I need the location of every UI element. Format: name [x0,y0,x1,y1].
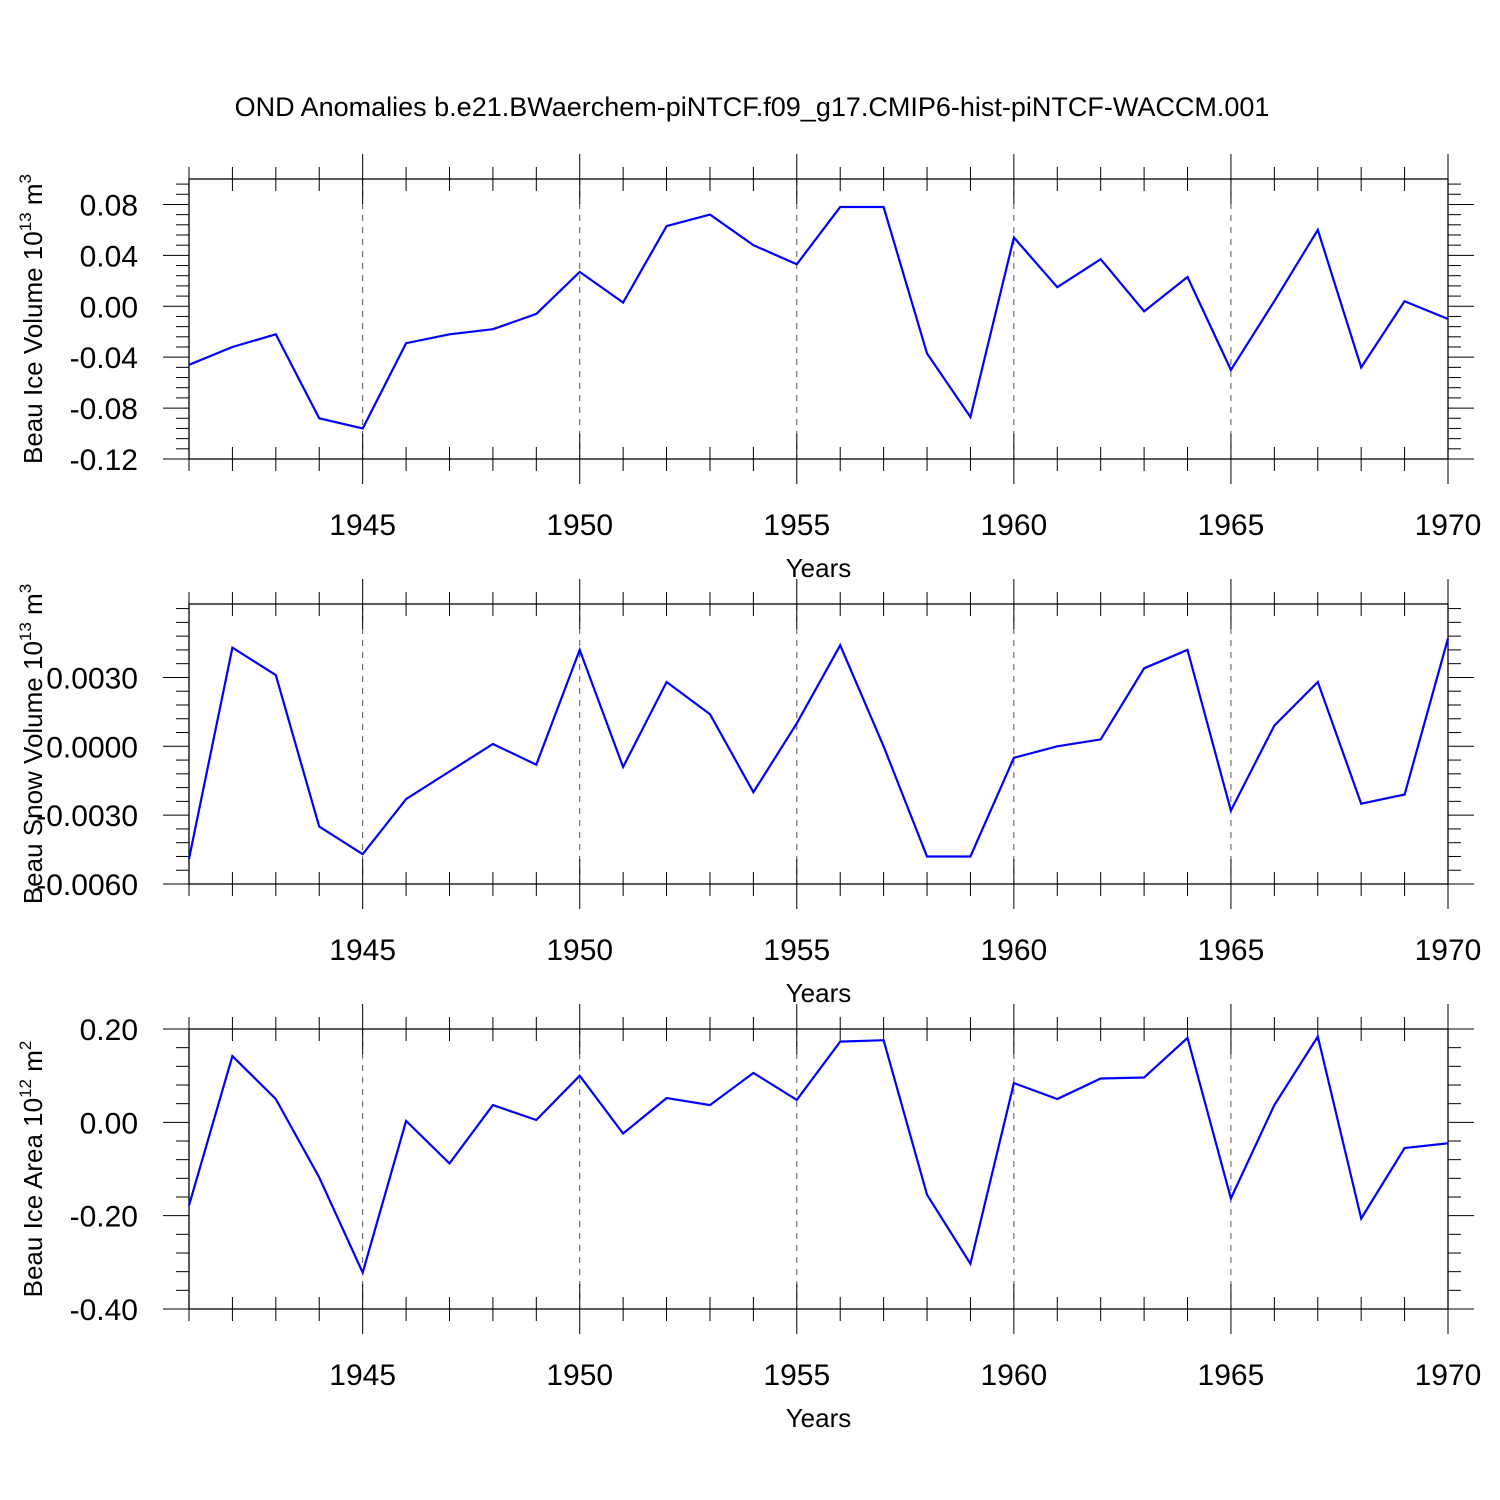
y-axis-title: Beau Snow Volume 1013 m3 [16,584,48,904]
y-axis-title: Beau Ice Area 1012 m2 [16,1041,48,1298]
y-axis-title: Beau Ice Volume 1013 m3 [16,174,48,464]
y-tick-label: -0.20 [70,1201,138,1234]
x-tick-label: 1960 [980,1359,1047,1392]
y-tick-label: 0.04 [80,240,138,273]
x-tick-label: 1960 [980,934,1047,967]
x-tick-label: 1965 [1198,934,1265,967]
y-tick-label: -0.12 [70,444,138,477]
y-axis-title-main: Beau Ice Area 10 [18,1098,48,1297]
figure-title: OND Anomalies b.e21.BWaerchem-piNTCF.f09… [235,92,1270,122]
y-tick-label: -0.0030 [36,800,138,833]
x-tick-label: 1945 [329,1359,396,1392]
x-tick-label: 1970 [1415,1359,1482,1392]
y-tick-label: -0.08 [70,393,138,426]
y-axis-title-unit-exp: 3 [16,584,35,593]
x-tick-label: 1960 [980,509,1047,542]
chart-panel-3: -0.40 -0.20 0.00 0.20 1945 1950 1955 1960 1965 19… [16,1004,1481,1433]
x-tick-label: 1955 [763,509,830,542]
y-axis-title-unit: m [18,183,48,212]
y-axis-title-exp: 12 [16,1079,35,1098]
plot-frame [188,603,1449,885]
plot-frame [188,178,1449,460]
x-axis-title: Years [786,553,852,583]
chart-panel-1: -0.12 -0.08 -0.04 0.00 0.04 0.08 1945 1950 1955 1… [16,154,1481,583]
series-line [187,638,1450,860]
y-tick-label: -0.04 [70,342,138,375]
x-tick-label: 1950 [546,934,613,967]
y-axis-title-unit-exp: 2 [16,1041,35,1050]
y-axis-title-exp: 13 [16,212,35,231]
x-axis-title: Years [786,1403,852,1433]
y-tick-label: -0.0060 [36,869,138,902]
x-tick-label: 1945 [329,934,396,967]
y-tick-label: 0.00 [80,291,138,324]
series-line [187,1033,1449,1276]
y-tick-label: 0.00 [80,1107,138,1140]
x-tick-label: 1945 [329,509,396,542]
plot-frame [188,1028,1449,1310]
y-tick-label: 0.0000 [46,731,138,764]
y-tick-label: 0.08 [80,189,138,222]
x-tick-label: 1970 [1415,509,1482,542]
y-axis-title-unit: m [18,593,48,622]
x-axis-title: Years [786,978,852,1008]
x-tick-label: 1965 [1198,1359,1265,1392]
x-tick-label: 1965 [1198,509,1265,542]
y-tick-label: 0.0030 [46,662,138,695]
x-tick-label: 1950 [546,509,613,542]
y-axis-title-main: Beau Ice Volume 10 [18,231,48,464]
y-tick-label: 0.20 [80,1014,138,1047]
y-axis-title-unit: m [18,1050,48,1079]
x-tick-label: 1955 [763,1359,830,1392]
x-tick-label: 1970 [1415,934,1482,967]
y-axis-title-main: Beau Snow Volume 10 [18,641,48,904]
y-axis-title-unit-exp: 3 [16,174,35,183]
y-axis-title-exp: 13 [16,622,35,641]
x-tick-label: 1950 [546,1359,613,1392]
series-line [188,205,1449,430]
chart-panel-2: -0.0060 -0.0030 0.0000 0.0030 1945 1950 1955 19… [16,579,1481,1008]
x-tick-label: 1955 [763,934,830,967]
y-tick-label: -0.40 [70,1294,138,1327]
